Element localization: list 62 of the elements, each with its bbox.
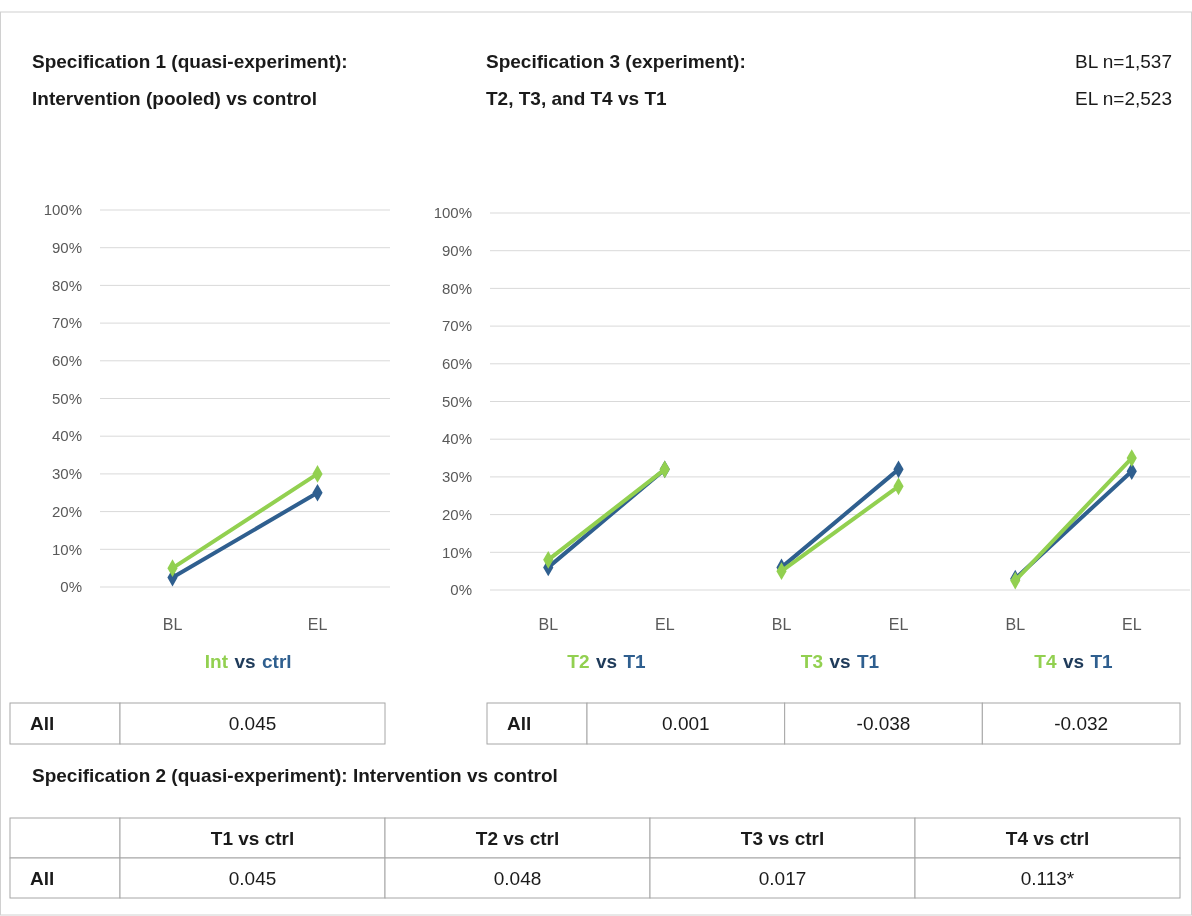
y-tick-label: 60% bbox=[441, 355, 472, 373]
y-tick-label: 50% bbox=[51, 389, 82, 407]
text: All bbox=[30, 867, 55, 889]
x-tick-label: EL bbox=[1121, 616, 1142, 633]
y-tick-label: 90% bbox=[441, 241, 472, 259]
x-tick-label: BL bbox=[1005, 616, 1026, 633]
x-tick-label: EL bbox=[654, 616, 675, 633]
y-tick-label: 40% bbox=[441, 430, 472, 448]
category-label: T4 vs ctrl bbox=[1005, 827, 1090, 849]
y-tick-label: 20% bbox=[441, 505, 472, 523]
y-tick-label: 10% bbox=[441, 543, 472, 561]
y-tick-label: 0% bbox=[60, 578, 82, 596]
text: Int bbox=[204, 651, 229, 672]
x-tick-label: BL bbox=[771, 616, 792, 633]
data-label: -0.038 bbox=[856, 713, 911, 735]
y-tick-label: 70% bbox=[51, 314, 82, 332]
text: T3 bbox=[800, 651, 823, 672]
category-label: T3 vs ctrl bbox=[740, 827, 825, 849]
y-tick-label: 40% bbox=[51, 427, 82, 445]
x-tick-label: BL bbox=[538, 616, 559, 633]
y-tick-label: 80% bbox=[441, 279, 472, 297]
text: All bbox=[507, 713, 532, 735]
data-label: -0.032 bbox=[1054, 713, 1109, 735]
y-tick-label: 90% bbox=[51, 238, 82, 256]
x-tick-label: BL bbox=[162, 616, 183, 633]
text: ctrl bbox=[262, 651, 292, 672]
data-label: 0.001 bbox=[662, 713, 710, 735]
text: T4 bbox=[1034, 651, 1057, 672]
text: BL n=1,537 bbox=[1074, 51, 1172, 72]
text: EL n=2,523 bbox=[1074, 88, 1172, 109]
y-tick-label: 50% bbox=[441, 392, 472, 410]
chart-title: Specification 1 (quasi-experiment): Intervention (pooled) vs control bbox=[32, 51, 348, 109]
text: vs bbox=[1062, 651, 1085, 672]
category-label: T2 vs ctrl bbox=[475, 827, 560, 849]
y-tick-label: 80% bbox=[51, 276, 82, 294]
text: T1 bbox=[1090, 651, 1114, 672]
text: T1 bbox=[857, 651, 880, 672]
text: vs bbox=[829, 651, 851, 672]
y-tick-label: 20% bbox=[51, 502, 82, 520]
text: T1 bbox=[623, 651, 647, 672]
y-tick-label: 30% bbox=[51, 465, 82, 483]
text: vs bbox=[595, 651, 618, 672]
y-tick-label: 60% bbox=[51, 352, 82, 370]
y-tick-label: 30% bbox=[441, 468, 472, 486]
data-label: 0.045 bbox=[228, 713, 277, 735]
text: vs bbox=[234, 651, 256, 672]
data-label: 0.113* bbox=[1020, 867, 1075, 889]
y-tick-label: 100% bbox=[43, 201, 82, 219]
y-tick-label: 10% bbox=[51, 540, 82, 558]
x-tick-label: EL bbox=[307, 616, 328, 633]
chart-title: Specification 3 (experiment): T2, T3, and T4 vs T1 bbox=[486, 51, 746, 109]
x-tick-label: EL bbox=[888, 616, 909, 633]
y-tick-label: 0% bbox=[450, 581, 472, 599]
category-label: T1 vs ctrl bbox=[210, 827, 295, 849]
text: T2 bbox=[567, 651, 590, 672]
data-label: 0.045 bbox=[228, 867, 277, 889]
text: Specification 2 (quasi-experiment): Intervention vs control bbox=[32, 765, 558, 786]
data-label: 0.017 bbox=[758, 867, 807, 889]
y-tick-label: 100% bbox=[433, 204, 472, 222]
text: All bbox=[30, 713, 55, 735]
data-label: 0.048 bbox=[493, 867, 542, 889]
y-tick-label: 70% bbox=[441, 317, 472, 335]
